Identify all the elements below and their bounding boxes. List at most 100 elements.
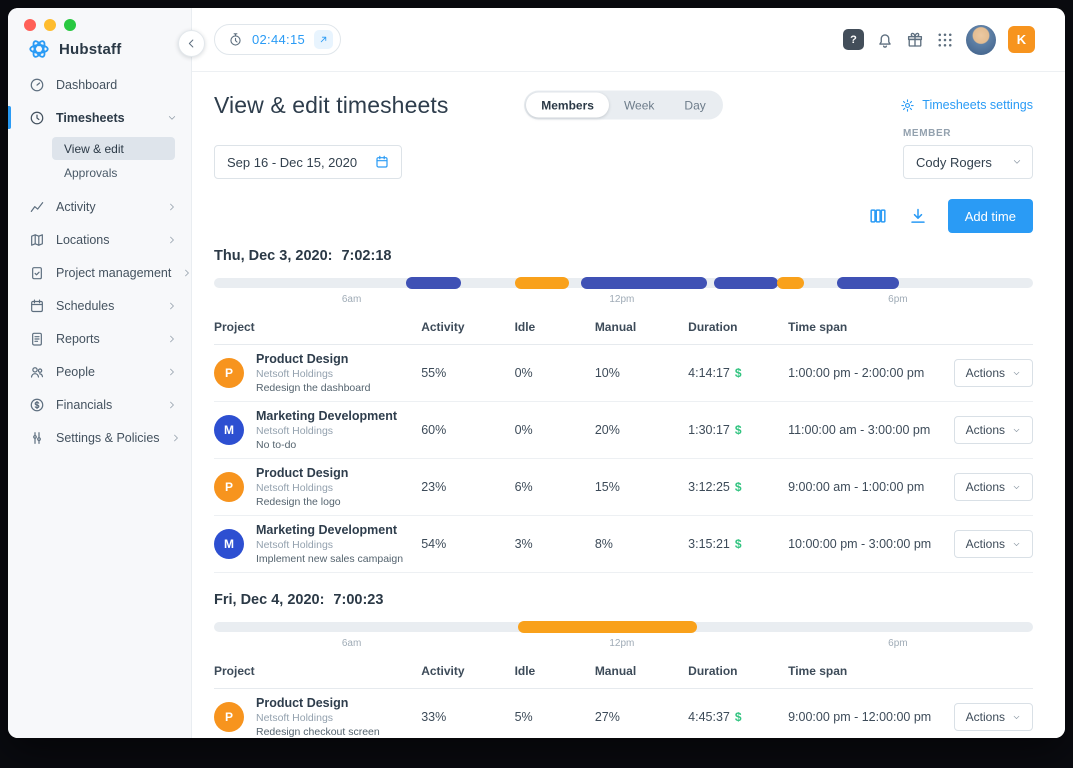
sidebar-item-locations[interactable]: Locations bbox=[8, 223, 191, 256]
actions-button[interactable]: Actions bbox=[953, 359, 1033, 387]
sidebar-item-label: Schedules bbox=[56, 298, 115, 313]
sidebar-item-activity[interactable]: Activity bbox=[8, 190, 191, 223]
project-name: Product Design bbox=[256, 352, 349, 366]
duration-cell: 3:12:25 $ bbox=[688, 480, 788, 494]
currency-icon: $ bbox=[734, 423, 742, 437]
table-header: Project Activity Idle Manual Duration Time sp… bbox=[214, 320, 1033, 345]
timespan-value: 1:00:00 pm - 2:00:00 pm bbox=[788, 366, 925, 380]
people-icon bbox=[29, 364, 45, 380]
tab-day[interactable]: Day bbox=[684, 98, 706, 112]
download-button[interactable] bbox=[908, 206, 928, 226]
filter-row: Sep 16 - Dec 15, 2020 MEMBER Cody Rogers bbox=[214, 128, 1033, 179]
toolbar-row: Add time bbox=[214, 199, 1033, 233]
columns-button[interactable] bbox=[868, 206, 888, 226]
chevron-right-icon bbox=[171, 433, 181, 443]
sidebar-item-label: Settings & Policies bbox=[56, 430, 160, 445]
sidebar-item-schedules[interactable]: Schedules bbox=[8, 289, 191, 322]
sidebar-subnav: View & edit Approvals bbox=[8, 134, 191, 190]
duration-value: 3:15:21 bbox=[688, 537, 730, 551]
member-select[interactable]: Cody Rogers bbox=[903, 145, 1033, 179]
column-header-duration: Duration bbox=[688, 664, 738, 678]
day-heading: Thu, Dec 3, 2020: 7:02:18 bbox=[214, 248, 1033, 264]
project-cell: M Marketing Development Netsoft Holdings No… bbox=[214, 402, 421, 458]
task-name: No to-do bbox=[256, 439, 297, 451]
duration-value: 3:12:25 bbox=[688, 480, 730, 494]
page-header: View & edit timesheets Members Week Day Ti… bbox=[214, 88, 1033, 122]
sidebar-item-timesheets[interactable]: Timesheets bbox=[8, 101, 191, 134]
activity-icon bbox=[29, 199, 45, 215]
table-header: Project Activity Idle Manual Duration Time sp… bbox=[214, 664, 1033, 689]
sidebar-item-project-management[interactable]: Project management bbox=[8, 256, 191, 289]
column-header-idle: Idle bbox=[514, 320, 536, 334]
sidebar-item-label: Activity bbox=[56, 199, 96, 214]
date-range-picker[interactable]: Sep 16 - Dec 15, 2020 bbox=[214, 145, 402, 179]
timeline-segment[interactable] bbox=[406, 277, 462, 289]
sidebar-subitem-view-edit[interactable]: View & edit bbox=[52, 137, 175, 160]
sidebar-item-financials[interactable]: Financials bbox=[8, 388, 191, 421]
chevron-down-icon bbox=[1012, 540, 1021, 549]
actions-cell: Actions bbox=[953, 530, 1033, 558]
actions-button[interactable]: Actions bbox=[953, 703, 1033, 731]
help-button[interactable]: ? bbox=[843, 29, 864, 50]
actions-cell: Actions bbox=[953, 416, 1033, 444]
tab-members[interactable]: Members bbox=[526, 92, 609, 118]
user-avatar[interactable] bbox=[966, 24, 996, 55]
timesheets-settings-link[interactable]: Timesheets settings bbox=[900, 98, 1033, 113]
open-timer-button[interactable] bbox=[314, 30, 334, 49]
zoom-window-button[interactable] bbox=[64, 19, 76, 31]
sidebar-item-reports[interactable]: Reports bbox=[8, 322, 191, 355]
schedules-icon bbox=[29, 298, 45, 314]
gift-icon[interactable] bbox=[906, 31, 924, 49]
organization-badge[interactable]: K bbox=[1008, 26, 1035, 53]
window-controls bbox=[24, 19, 76, 31]
timeline-segment[interactable] bbox=[837, 277, 899, 289]
timeline-segment[interactable] bbox=[580, 277, 708, 289]
actions-button[interactable]: Actions bbox=[953, 416, 1033, 444]
timeline-segment[interactable] bbox=[776, 277, 804, 289]
chevron-down-icon bbox=[1012, 713, 1021, 722]
back-button[interactable] bbox=[178, 30, 205, 57]
timesheet-row: P Product Design Netsoft Holdings Redesign … bbox=[214, 345, 1033, 402]
project-name: Product Design bbox=[256, 696, 349, 710]
timeline-segment[interactable] bbox=[714, 277, 779, 289]
actions-button[interactable]: Actions bbox=[953, 473, 1033, 501]
tab-week[interactable]: Week bbox=[623, 98, 655, 112]
day-date: Fri, Dec 4, 2020: bbox=[214, 592, 325, 608]
sidebar-item-settings-policies[interactable]: Settings & Policies bbox=[8, 421, 191, 454]
minimize-window-button[interactable] bbox=[44, 19, 56, 31]
sidebar-item-dashboard[interactable]: Dashboard bbox=[8, 68, 191, 101]
column-header-duration: Duration bbox=[688, 320, 738, 334]
project-name: Marketing Development bbox=[256, 409, 398, 423]
timer-widget[interactable]: 02:44:15 bbox=[214, 24, 342, 55]
timesheet-row: M Marketing Development Netsoft Holdings Im… bbox=[214, 516, 1033, 573]
actions-cell: Actions bbox=[953, 359, 1033, 387]
timespan-value: 10:00:00 pm - 3:00:00 pm bbox=[788, 537, 932, 551]
apps-grid-icon[interactable] bbox=[936, 31, 954, 49]
member-filter: MEMBER Cody Rogers bbox=[903, 128, 1033, 179]
notifications-bell-icon[interactable] bbox=[876, 31, 894, 49]
activity-value: 54% bbox=[421, 537, 447, 551]
timespan-value: 11:00:00 am - 3:00:00 pm bbox=[788, 423, 931, 437]
project-avatar: P bbox=[214, 358, 244, 388]
hubstaff-logo: Hubstaff bbox=[8, 8, 191, 60]
close-window-button[interactable] bbox=[24, 19, 36, 31]
duration-value: 4:45:37 bbox=[688, 710, 730, 724]
timeline-segment[interactable] bbox=[515, 277, 570, 289]
timeline-segment[interactable] bbox=[517, 621, 698, 633]
client-name: Netsoft Holdings bbox=[256, 368, 334, 380]
arrow-left-icon bbox=[185, 37, 198, 50]
idle-value: 5% bbox=[514, 710, 533, 724]
idle-value: 3% bbox=[514, 537, 533, 551]
project-name: Product Design bbox=[256, 466, 349, 480]
add-time-button[interactable]: Add time bbox=[947, 199, 1033, 233]
timeline-hour-label: 6am bbox=[341, 294, 362, 305]
gear-icon bbox=[900, 98, 915, 113]
sidebar-item-people[interactable]: People bbox=[8, 355, 191, 388]
client-name: Netsoft Holdings bbox=[256, 482, 334, 494]
currency-icon: $ bbox=[734, 366, 742, 380]
sidebar-subitem-approvals[interactable]: Approvals bbox=[64, 165, 118, 180]
actions-button[interactable]: Actions bbox=[953, 530, 1033, 558]
day-timeline bbox=[214, 621, 1033, 633]
column-header-project: Project bbox=[214, 664, 255, 678]
view-tabs: Members Week Day bbox=[524, 90, 723, 120]
